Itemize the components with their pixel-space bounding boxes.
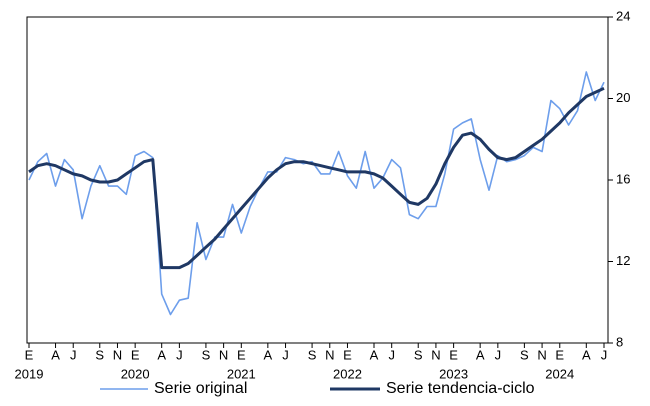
y-tick-label: 16: [616, 171, 630, 186]
y-tick-label: 12: [616, 253, 630, 268]
x-tick-label: A: [582, 347, 591, 362]
x-tick-label: J: [70, 347, 77, 362]
x-tick-label: E: [131, 347, 140, 362]
year-label: 2019: [15, 366, 44, 381]
x-tick-label: A: [157, 347, 166, 362]
x-tick-label: N: [325, 347, 334, 362]
x-tick-label: A: [51, 347, 60, 362]
series-line: [28, 71, 605, 316]
x-tick-label: J: [282, 347, 289, 362]
x-tick-label: S: [414, 347, 423, 362]
x-tick-label: N: [537, 347, 546, 362]
x-tick-label: J: [388, 347, 395, 362]
legend-label: Serie tendencia-ciclo: [386, 380, 535, 397]
x-tick-label: E: [237, 347, 246, 362]
x-tick-label: N: [219, 347, 228, 362]
x-tick-label: N: [113, 347, 122, 362]
y-tick-label: 8: [616, 334, 623, 349]
x-tick-label: S: [202, 347, 211, 362]
x-tick-label: S: [95, 347, 104, 362]
year-label: 2022: [333, 366, 362, 381]
x-tick-label: S: [520, 347, 529, 362]
x-tick-label: S: [308, 347, 317, 362]
y-tick-label: 20: [616, 90, 630, 105]
x-tick-label: E: [343, 347, 352, 362]
x-tick-label: E: [25, 347, 34, 362]
x-tick-label: A: [264, 347, 273, 362]
year-label: 2020: [121, 366, 150, 381]
x-tick-label: E: [449, 347, 458, 362]
x-tick-label: A: [370, 347, 379, 362]
year-label: 2023: [439, 366, 468, 381]
year-label: 2021: [227, 366, 256, 381]
x-tick-label: J: [495, 347, 502, 362]
x-tick-label: A: [476, 347, 485, 362]
x-tick-label: J: [176, 347, 183, 362]
x-tick-label: J: [601, 347, 608, 362]
x-tick-label: N: [431, 347, 440, 362]
y-tick-label: 24: [616, 8, 630, 23]
series-line: [28, 86, 605, 270]
year-label: 2024: [545, 366, 574, 381]
x-tick-label: E: [555, 347, 564, 362]
legend-label: Serie original: [154, 380, 247, 397]
